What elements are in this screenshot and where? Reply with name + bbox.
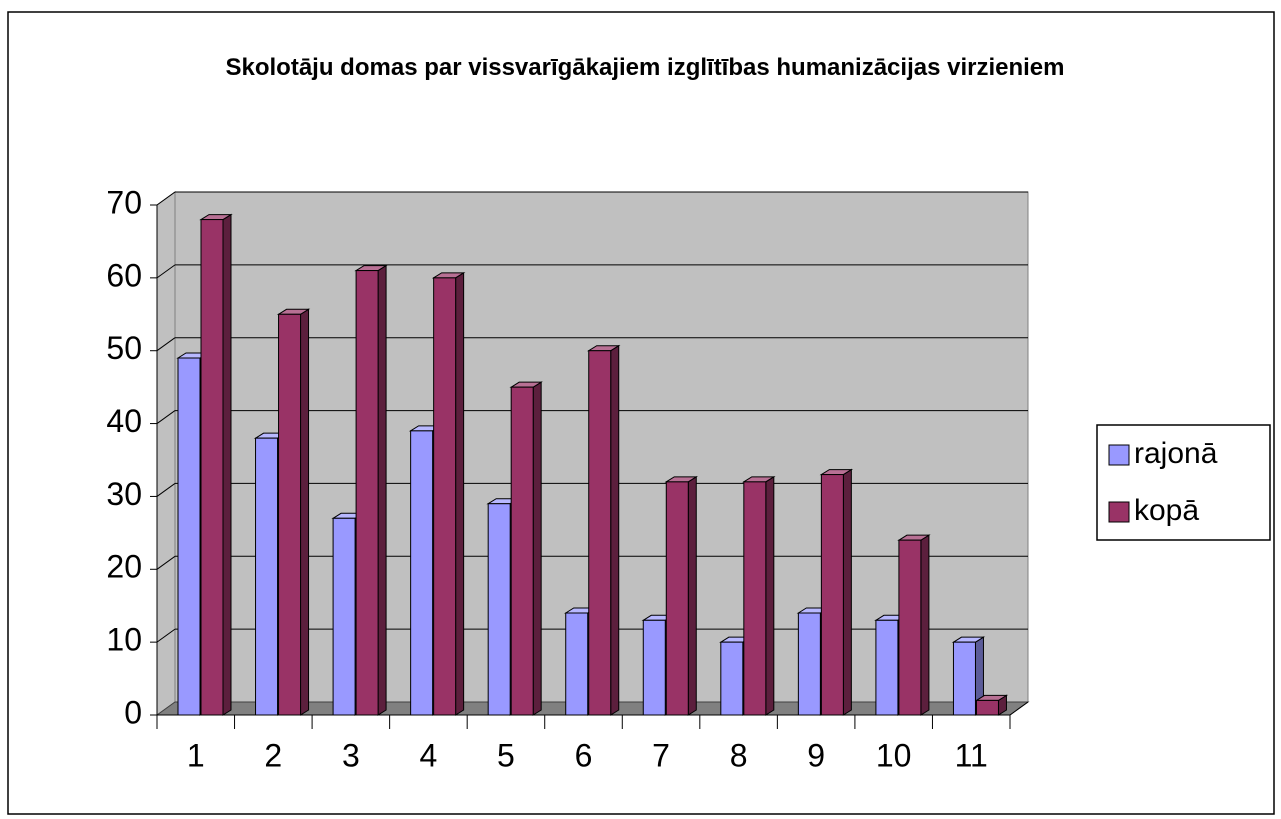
grid-line-side (156, 410, 176, 424)
bar-front (433, 277, 457, 716)
bar-side (377, 264, 387, 716)
bar (586, 344, 621, 716)
bar (354, 264, 388, 716)
x-tick-label: 3 (342, 737, 360, 773)
bar-front (332, 517, 356, 716)
bar-front (588, 350, 612, 716)
grid-line-side (156, 555, 176, 570)
side-wall (156, 191, 176, 716)
x-tick-label: 6 (575, 737, 593, 773)
legend-label: rajonā (1134, 437, 1218, 470)
legend-box (1096, 424, 1271, 541)
bar-front (797, 612, 821, 716)
grid-line-side (156, 191, 176, 206)
legend-swatch (1108, 501, 1130, 523)
bar-side (842, 468, 852, 716)
grid-line-side (156, 337, 176, 352)
bar (276, 308, 311, 716)
bar-front (255, 437, 279, 716)
x-tick-label: 8 (730, 737, 748, 773)
bar (509, 381, 543, 716)
bar-front (820, 474, 844, 716)
grid-line-side (156, 628, 176, 643)
bar-side (222, 213, 232, 716)
bar-side (300, 308, 310, 716)
bar-side (920, 534, 930, 716)
y-tick-label: 30 (106, 476, 142, 512)
x-tick-label: 5 (497, 737, 515, 773)
x-tick-label: 4 (420, 737, 438, 773)
y-tick-label: 20 (106, 549, 142, 585)
x-tick-label: 1 (187, 737, 205, 773)
bar (664, 475, 699, 716)
y-tick-label: 0 (124, 694, 142, 730)
bar-front (875, 619, 899, 716)
x-tick-label: 10 (876, 737, 912, 773)
bar (897, 534, 931, 716)
bar-front (177, 357, 201, 716)
bar-front (665, 481, 689, 716)
legend-swatch (1108, 444, 1130, 466)
bar-front (975, 699, 999, 716)
bar-front (952, 641, 976, 716)
bar (431, 271, 466, 716)
bar-side (455, 271, 465, 716)
bar-side (532, 381, 542, 716)
bar-front (410, 430, 434, 716)
y-tick-label: 70 (106, 184, 142, 220)
bar-front (898, 539, 922, 716)
x-tick-label: 2 (264, 737, 282, 773)
bar-side (765, 475, 775, 716)
chart-title: Skolotāju domas par vissvarīgākajiem izg… (225, 54, 1065, 81)
bar (974, 694, 1009, 716)
y-tick-label: 50 (106, 330, 142, 366)
bar-front (510, 386, 534, 716)
bar-front (720, 641, 744, 716)
bar (742, 475, 776, 716)
bar-front (642, 619, 666, 716)
bar-front (743, 481, 767, 716)
grid-line-side (156, 483, 176, 497)
bar (199, 213, 233, 716)
bar (819, 468, 854, 716)
bar-front (278, 313, 302, 716)
x-tick-label: 11 (955, 737, 988, 773)
bar-front (565, 612, 589, 716)
x-tick-label: 7 (652, 737, 670, 773)
bar-front (487, 503, 511, 716)
legend-label: kopā (1134, 494, 1199, 527)
x-tick-label: 9 (807, 737, 825, 773)
bar-side (610, 344, 620, 716)
bar-front (355, 270, 379, 716)
y-tick-label: 40 (106, 403, 142, 439)
bar-side (687, 475, 697, 716)
y-tick-label: 60 (106, 257, 142, 293)
grid-line-side (156, 264, 176, 279)
y-tick-label: 10 (106, 622, 142, 658)
bar-front (200, 219, 224, 716)
x-axis-depth (1009, 701, 1029, 716)
